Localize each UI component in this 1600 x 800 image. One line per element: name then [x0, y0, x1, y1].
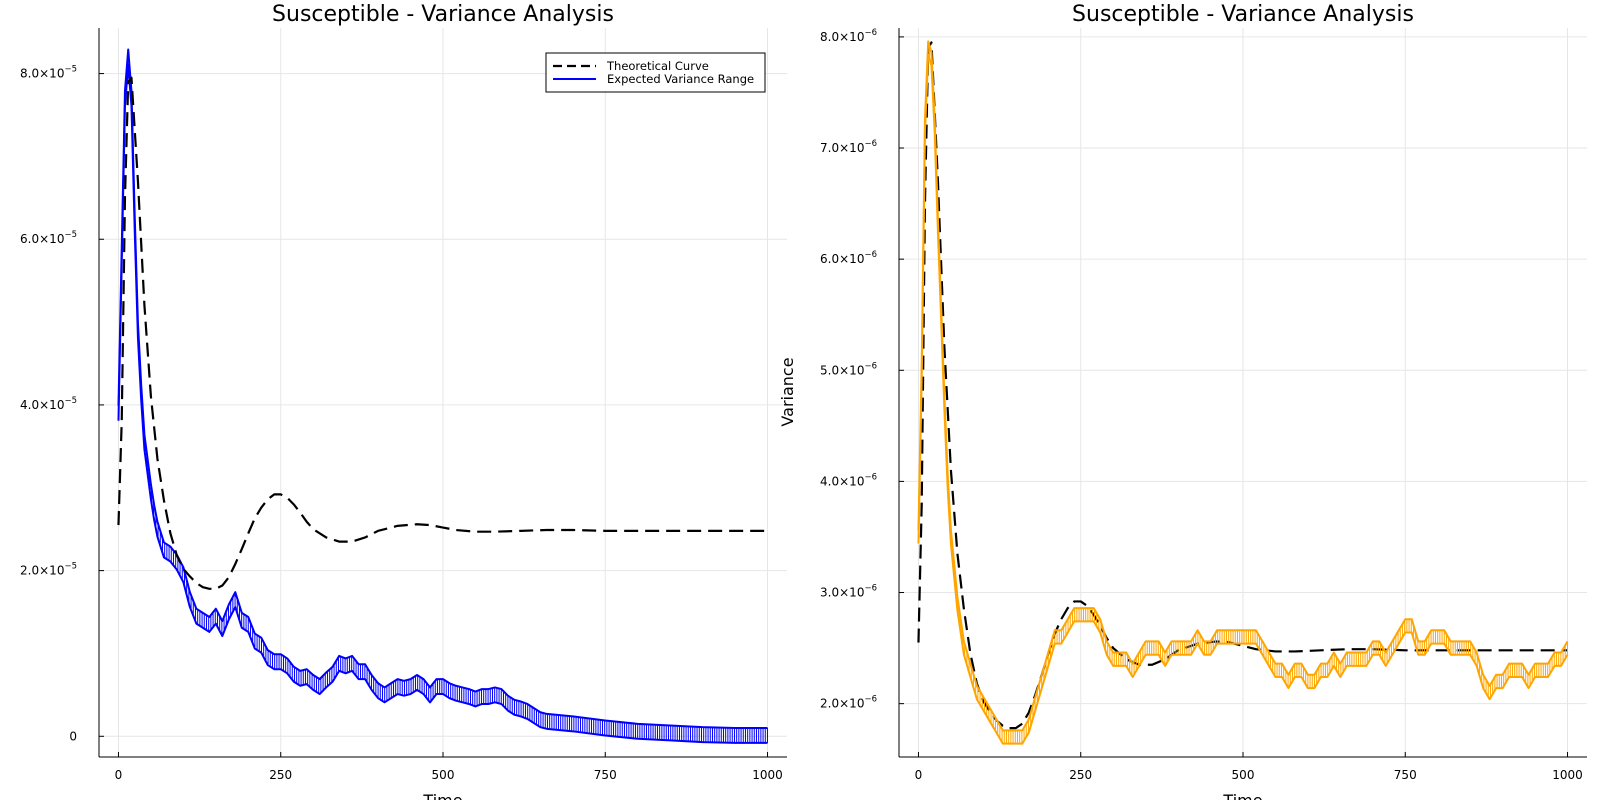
left-chart-panel: Susceptible - Variance Analysis 0 250 500 7… — [20, 2, 787, 800]
x-tick-label: 750 — [1394, 768, 1417, 782]
right-chart-panel: Susceptible - Variance Analysis 0 250 500 7… — [778, 2, 1587, 800]
legend: Theoretical Curve Expected Variance Rang… — [545, 52, 766, 93]
x-axis-label: Time — [1222, 791, 1262, 800]
series-layer — [117, 48, 768, 744]
tick-labels: 0 250 500 750 1000 0 2.0×10−5 4.0×10−5 6.0×10−5 8… — [20, 65, 783, 782]
variance-range-series — [917, 40, 1569, 745]
theoretical-curve-line — [917, 41, 1568, 730]
x-axis-label: Time — [422, 791, 462, 800]
x-tick-label: 750 — [594, 768, 617, 782]
variance-band-lower — [917, 53, 1569, 745]
theoretical-curve-series — [117, 76, 768, 590]
y-tick-label: 2.0×10−6 — [820, 695, 877, 711]
x-tick-label: 0 — [915, 768, 923, 782]
theoretical-curve-series — [917, 41, 1568, 730]
y-tick-label: 8.0×10−5 — [20, 65, 77, 81]
variance-band-upper — [917, 40, 1569, 732]
x-tick-label: 250 — [269, 768, 292, 782]
x-tick-label: 500 — [1232, 768, 1255, 782]
y-tick-label: 7.0×10−6 — [820, 139, 877, 155]
x-tick-label: 500 — [432, 768, 455, 782]
variance-range-series — [117, 48, 768, 744]
y-tick-label: 2.0×10−5 — [20, 562, 77, 578]
x-tick-label: 1000 — [752, 768, 783, 782]
variance-band-lower — [117, 63, 768, 744]
y-tick-label: 0 — [69, 729, 77, 743]
tick-labels: 0 250 500 750 1000 2.0×10−6 3.0×10−6 4.0×10−6 5.… — [820, 28, 1583, 782]
y-tick-label: 8.0×10−6 — [820, 28, 877, 44]
y-tick-label: 4.0×10−6 — [820, 472, 877, 488]
y-axis-label: Variance — [778, 357, 797, 426]
chart-title: Susceptible - Variance Analysis — [1072, 2, 1414, 27]
legend-box — [545, 52, 766, 93]
legend-label-theoretical: Theoretical Curve — [606, 59, 709, 73]
y-tick-label: 6.0×10−6 — [820, 250, 877, 266]
y-tick-label: 4.0×10−5 — [20, 396, 77, 412]
x-tick-label: 250 — [1069, 768, 1092, 782]
x-tick-label: 1000 — [1552, 768, 1583, 782]
variance-band-upper — [117, 48, 768, 730]
chart-title: Susceptible - Variance Analysis — [272, 2, 614, 27]
y-tick-label: 5.0×10−6 — [820, 361, 877, 377]
theoretical-curve-line — [117, 76, 768, 590]
series-layer — [917, 40, 1569, 745]
y-tick-label: 3.0×10−6 — [820, 584, 877, 600]
legend-label-expected: Expected Variance Range — [607, 72, 754, 86]
y-tick-label: 6.0×10−5 — [20, 230, 77, 246]
x-tick-label: 0 — [115, 768, 123, 782]
